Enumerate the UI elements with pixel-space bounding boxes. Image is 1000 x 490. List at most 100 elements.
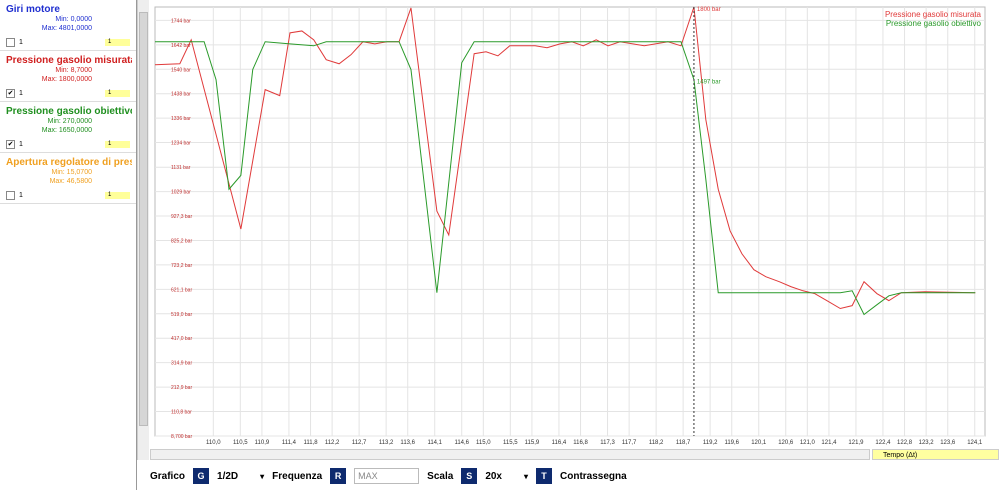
y-tick-label: 1234 bar xyxy=(171,141,191,147)
x-tick-label: 121,0 xyxy=(800,440,816,446)
key[interactable]: G xyxy=(193,468,210,484)
label: Grafico xyxy=(150,470,186,482)
x-tick-label: 110,0 xyxy=(206,440,221,446)
dropdown-arrow[interactable]: ▾ xyxy=(260,471,265,481)
channel-name: Pressione gasolio obiettivo xyxy=(6,106,132,117)
dropdown-arrow[interactable]: ▾ xyxy=(524,471,529,481)
y-tick-label: 8,700 bar xyxy=(171,434,192,440)
channel-count: 1 xyxy=(19,90,23,97)
chart: 8,700 bar 110,8 bar 212,9 bar 314,9 bar 417,… xyxy=(154,6,986,446)
x-tick-label: 113,2 xyxy=(379,440,394,446)
series-line xyxy=(154,6,976,310)
channel-row: ✔ 1 1 xyxy=(6,140,130,149)
cursor-label: 1497 bar xyxy=(697,80,721,86)
x-tick-label: 111,4 xyxy=(282,440,297,446)
toolbar: Grafico G 1/2D ▾ Frequenza R MAX Scala S… xyxy=(150,465,1000,487)
select[interactable]: MAX xyxy=(354,468,420,484)
channel-panel: Giri motore Min: 0,0000 Max: 4801,0000 1 1 Pr… xyxy=(0,0,137,490)
x-tick-label: 115,0 xyxy=(476,440,491,446)
channel-max: Max: 1800,0000 xyxy=(41,76,92,83)
channel-min: Min: 0,0000 xyxy=(55,16,92,23)
channel-max: Max: 1650,0000 xyxy=(41,127,92,134)
x-tick-label: 116,8 xyxy=(573,440,588,446)
y-tick-label: 927,3 bar xyxy=(171,214,192,220)
y-tick-label: 1642 bar xyxy=(171,43,191,49)
channel-count: 1 xyxy=(19,39,23,46)
legend-entry: Pressione gasolio obiettivo xyxy=(886,19,982,28)
channel-option[interactable]: 1 xyxy=(105,39,130,46)
channel-max: Max: 46,5800 xyxy=(49,178,92,185)
value[interactable]: 20x xyxy=(485,470,502,482)
x-tick-label: 114,6 xyxy=(454,440,469,446)
x-tick-label: 117,3 xyxy=(600,440,615,446)
label[interactable]: Contrassegna xyxy=(560,470,627,482)
x-tick-label: 122,4 xyxy=(875,440,891,446)
channel-option[interactable]: 1 xyxy=(105,192,130,199)
checkbox[interactable]: ✔ xyxy=(6,89,15,98)
y-tick-label: 110,8 bar xyxy=(171,410,192,416)
label: Frequenza xyxy=(272,470,323,482)
x-tick-label: 123,2 xyxy=(919,440,935,446)
x-tick-label: 115,5 xyxy=(503,440,518,446)
x-tick-label: 110,9 xyxy=(255,440,270,446)
channel-row: ✔ 1 1 xyxy=(6,89,130,98)
x-tick-label: 116,4 xyxy=(552,440,567,446)
x-tick-label: 113,6 xyxy=(400,440,415,446)
horizontal-scrollbar[interactable] xyxy=(150,449,870,460)
channel-max: Max: 4801,0000 xyxy=(41,25,92,32)
checkbox[interactable]: ✔ xyxy=(6,140,15,149)
vertical-scrollbar[interactable] xyxy=(137,0,149,460)
channel: Giri motore Min: 0,0000 Max: 4801,0000 1 1 xyxy=(0,0,136,51)
channel-option[interactable]: 1 xyxy=(105,141,130,148)
key[interactable]: S xyxy=(461,468,478,484)
x-tick-label: 123,6 xyxy=(940,440,956,446)
y-tick-label: 417,0 bar xyxy=(171,336,192,342)
y-tick-label: 1131 bar xyxy=(171,165,191,171)
y-tick-label: 1744 bar xyxy=(171,18,191,24)
legend-entry: Pressione gasolio misurata xyxy=(885,10,982,19)
y-tick-label: 314,9 bar xyxy=(171,361,192,367)
scroll-thumb[interactable] xyxy=(139,12,148,426)
channel: Pressione gasolio misurata Min: 8,7000 Max… xyxy=(0,51,136,102)
x-tick-label: 120,6 xyxy=(778,440,794,446)
x-tick-label: 120,1 xyxy=(751,440,767,446)
x-tick-label: 110,5 xyxy=(233,440,248,446)
channel-min: Min: 270,0000 xyxy=(47,118,92,125)
y-tick-label: 621,1 bar xyxy=(171,287,192,293)
axis-selector[interactable]: Tempo (Δt) xyxy=(872,449,999,460)
channel-option[interactable]: 1 xyxy=(105,90,130,97)
channel-count: 1 xyxy=(19,192,23,199)
y-tick-label: 825,2 bar xyxy=(171,238,192,244)
x-tick-label: 124,1 xyxy=(967,440,983,446)
y-tick-label: 1438 bar xyxy=(171,92,191,98)
y-tick-label: 1540 bar xyxy=(171,67,191,73)
channel-count: 1 xyxy=(19,141,23,148)
channel-name: Pressione gasolio misurata xyxy=(6,55,132,66)
checkbox[interactable] xyxy=(6,191,15,200)
x-tick-label: 115,9 xyxy=(525,440,540,446)
x-tick-label: 112,7 xyxy=(352,440,367,446)
y-tick-label: 1336 bar xyxy=(171,116,191,122)
x-tick-label: 118,2 xyxy=(649,440,664,446)
x-tick-label: 114,1 xyxy=(427,440,442,446)
y-tick-label: 212,9 bar xyxy=(171,385,192,391)
cursor-label: 1800 bar xyxy=(697,7,721,13)
x-tick-label: 122,8 xyxy=(897,440,913,446)
channel-name: Giri motore xyxy=(6,4,60,15)
key[interactable]: T xyxy=(536,468,553,484)
channel-min: Min: 15,0700 xyxy=(51,169,92,176)
x-tick-label: 118,7 xyxy=(676,440,691,446)
x-tick-label: 111,8 xyxy=(303,440,318,446)
y-tick-label: 1029 bar xyxy=(171,190,191,196)
checkbox[interactable] xyxy=(6,38,15,47)
label: Scala xyxy=(427,470,454,482)
key[interactable]: R xyxy=(330,468,347,484)
x-tick-label: 119,6 xyxy=(724,440,739,446)
value[interactable]: 1/2D xyxy=(217,470,239,482)
series-line xyxy=(155,41,976,316)
x-tick-label: 112,2 xyxy=(325,440,340,446)
channel-name: Apertura regolatore di pressio xyxy=(6,157,132,168)
